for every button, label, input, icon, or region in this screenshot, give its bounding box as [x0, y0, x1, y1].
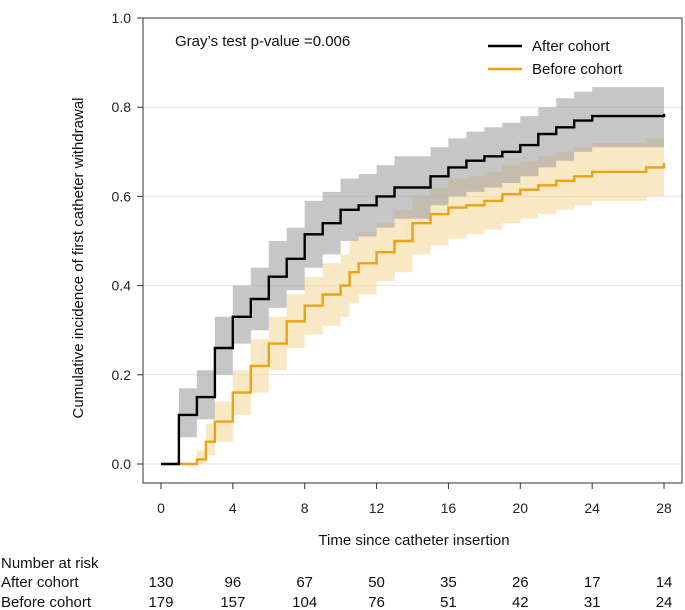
risk-value: 51 [440, 594, 457, 610]
risk-value: 17 [584, 574, 601, 591]
risk-value: 26 [512, 574, 529, 591]
y-tick-label: 0.8 [112, 99, 132, 115]
x-axis-title: Time since catheter insertion [318, 532, 509, 549]
x-axis: 0 4 8 12 16 20 24 28 [157, 483, 672, 516]
risk-value: 130 [148, 574, 173, 591]
risk-value: 42 [512, 594, 529, 610]
x-tick-label: 28 [656, 500, 672, 516]
risk-value: 50 [368, 574, 385, 591]
y-axis: 0.0 0.2 0.4 0.6 0.8 1.0 [112, 10, 143, 472]
risk-values: 130 96 67 50 35 26 17 14 179 157 104 76 51 42 31 24 [148, 574, 672, 610]
y-tick-label: 1.0 [112, 10, 132, 26]
risk-table-title: Number at risk [1, 555, 99, 572]
number-at-risk-table: Number at risk After cohort Before cohor… [1, 555, 672, 610]
risk-row-label-before: Before cohort [1, 594, 92, 610]
legend-label-after: After cohort [532, 38, 610, 55]
risk-value: 24 [656, 594, 673, 610]
x-tick-label: 24 [584, 500, 600, 516]
x-tick-label: 4 [229, 500, 237, 516]
confidence-band-before [161, 134, 664, 464]
y-tick-label: 0.6 [112, 188, 132, 204]
risk-value: 31 [584, 594, 601, 610]
x-tick-label: 12 [369, 500, 385, 516]
series-line-after [161, 113, 666, 466]
y-tick-label: 0.2 [112, 367, 132, 383]
risk-row-label-after: After cohort [1, 574, 79, 591]
y-tick-label: 0.4 [112, 278, 132, 294]
plot-frame [142, 17, 683, 484]
risk-value: 14 [656, 574, 673, 591]
y-tick-label: 0.0 [112, 456, 132, 472]
y-axis-title: Cumulative incidence of first catheter w… [70, 98, 87, 419]
risk-value: 96 [224, 574, 241, 591]
risk-value: 157 [220, 594, 245, 610]
series-lines [161, 113, 666, 466]
legend: After cohort Before cohort [488, 38, 623, 78]
series-line-before [161, 162, 666, 466]
x-tick-label: 20 [513, 500, 529, 516]
risk-value: 35 [440, 574, 457, 591]
x-tick-label: 8 [301, 500, 309, 516]
risk-value: 179 [148, 594, 173, 610]
confidence-band-after [161, 82, 664, 464]
x-tick-label: 0 [157, 500, 165, 516]
risk-value: 67 [296, 574, 313, 591]
legend-label-before: Before cohort [532, 61, 623, 78]
risk-value: 76 [368, 594, 385, 610]
confidence-bands [161, 82, 664, 464]
grays-test-annotation: Gray’s test p-value =0.006 [175, 33, 350, 50]
x-tick-label: 16 [441, 500, 457, 516]
risk-value: 104 [292, 594, 317, 610]
